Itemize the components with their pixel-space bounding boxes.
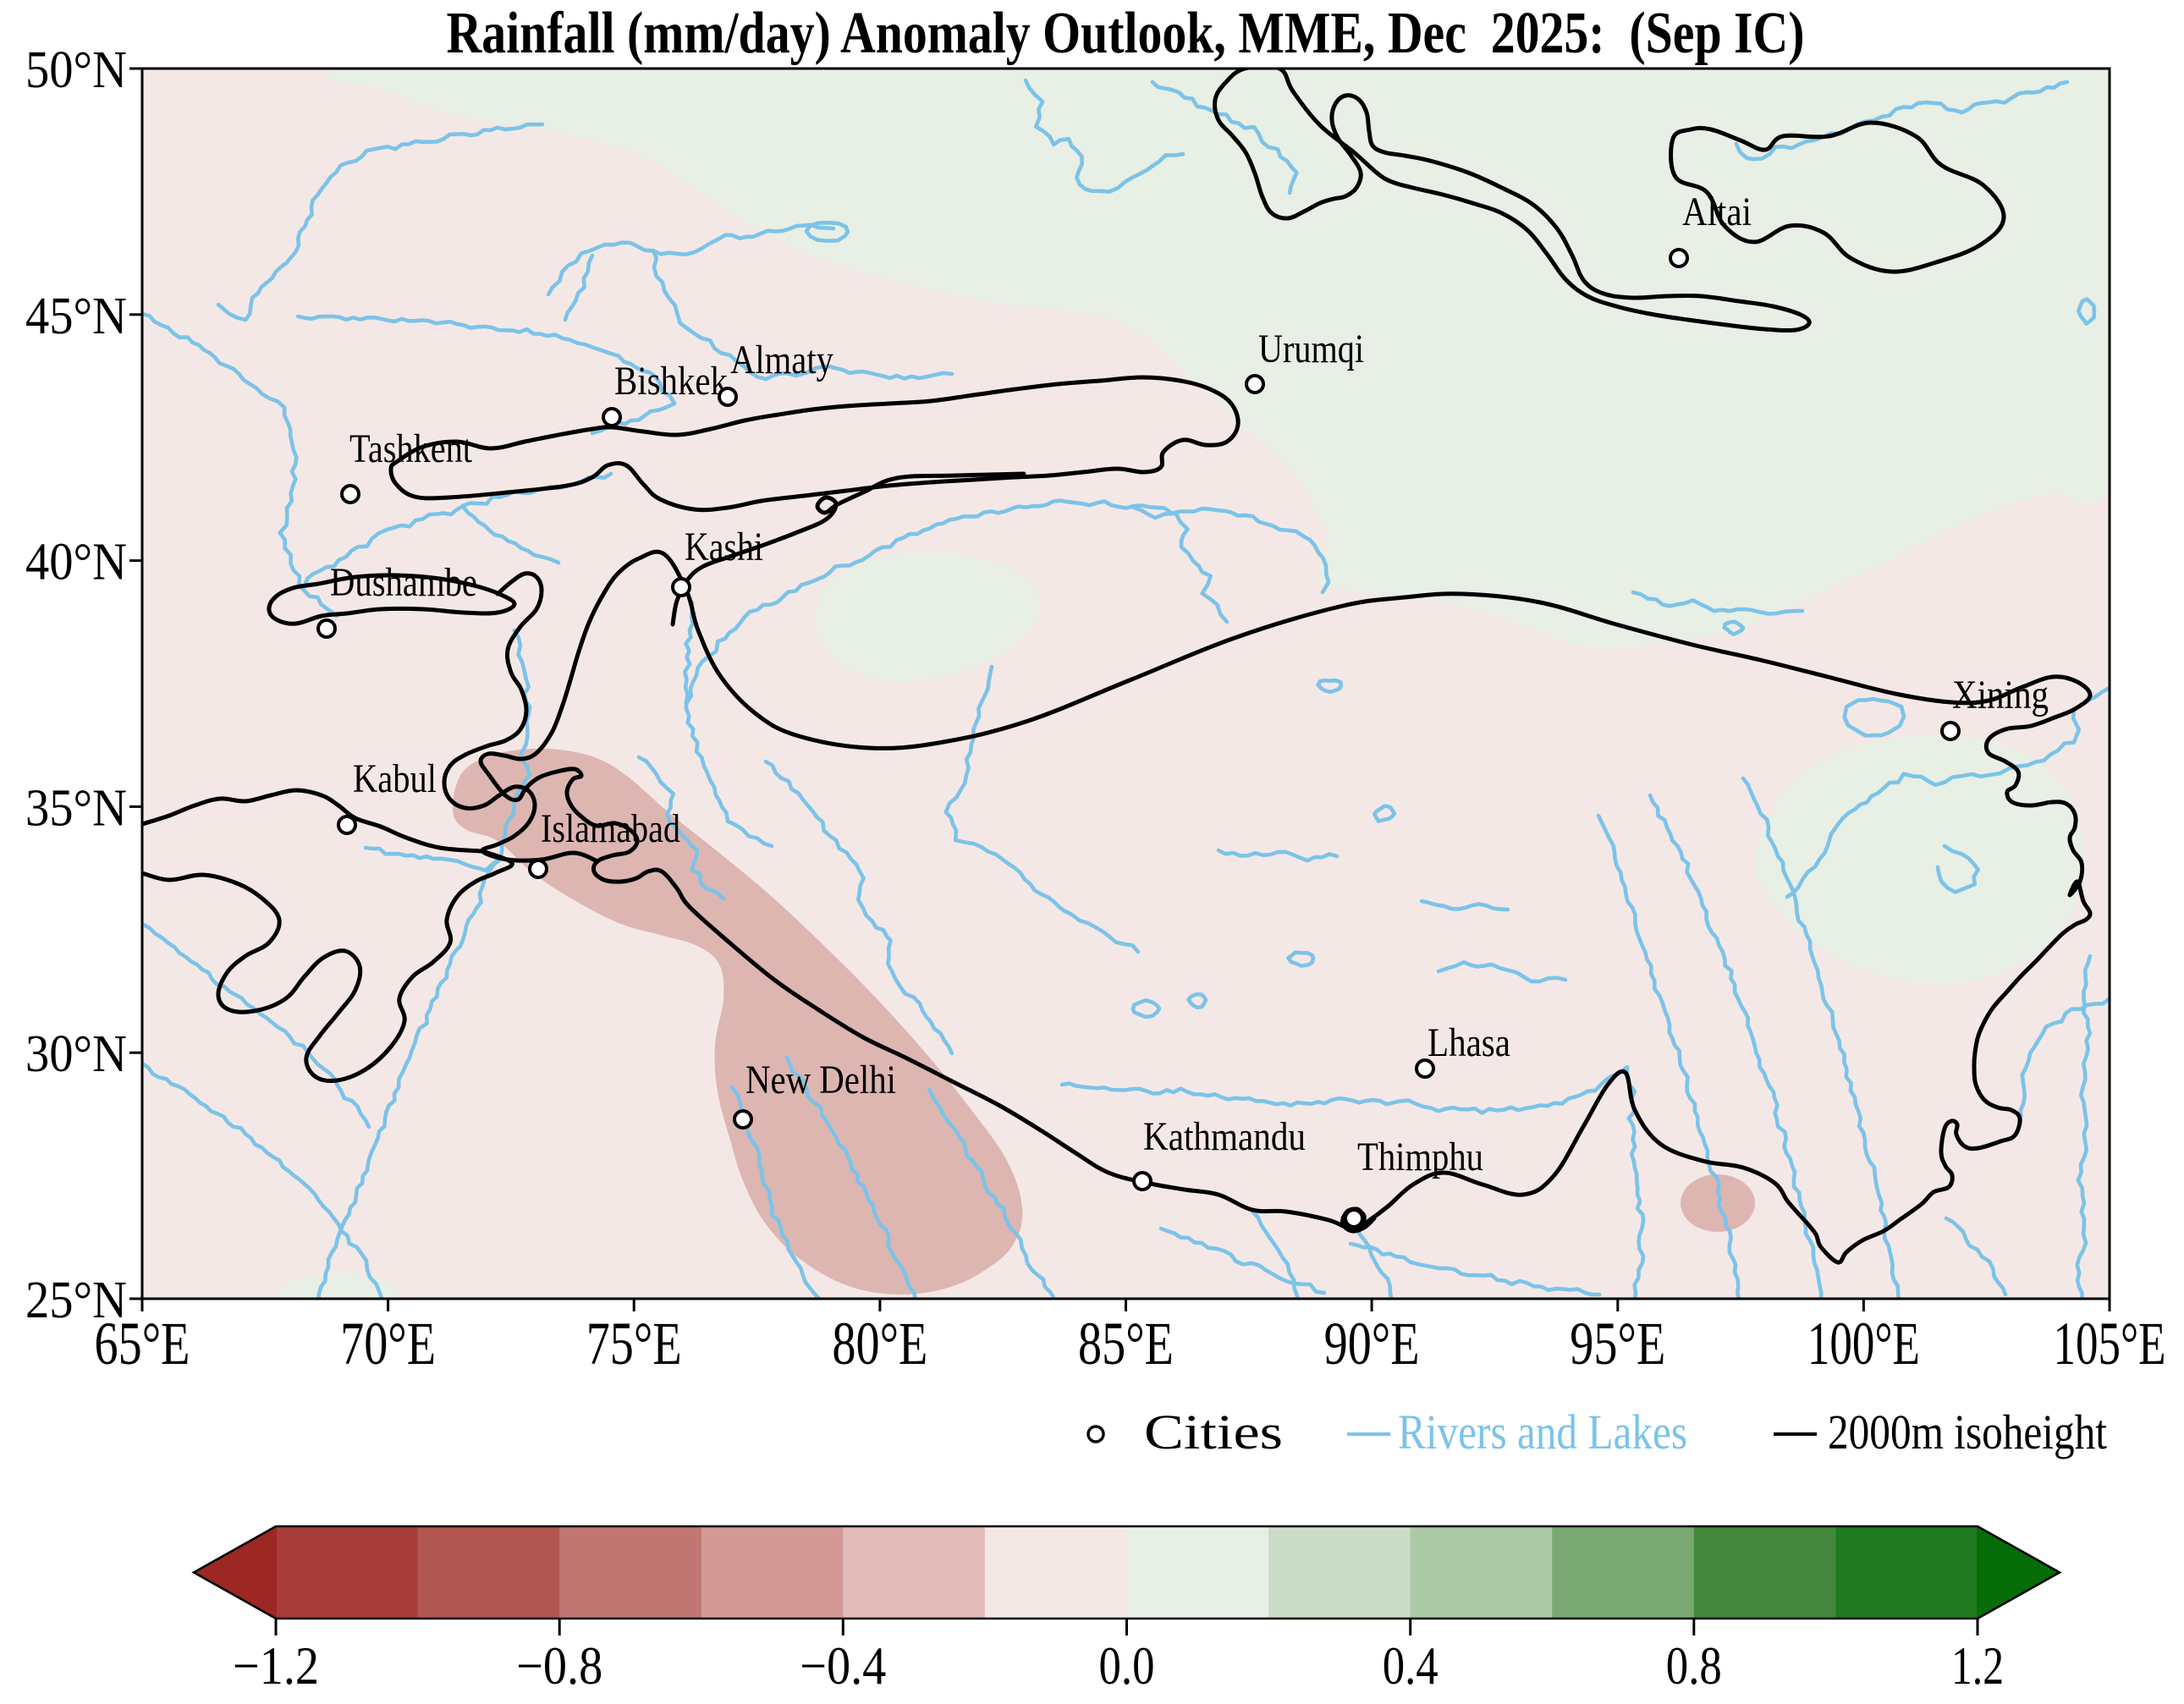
svg-text:Kashi: Kashi xyxy=(685,525,763,569)
svg-text:1.2: 1.2 xyxy=(1951,1636,2004,1696)
svg-text:Urumqi: Urumqi xyxy=(1258,327,1364,371)
svg-text:35°N: 35°N xyxy=(25,779,127,837)
svg-text:Dushambe: Dushambe xyxy=(330,560,477,605)
svg-text:Xining: Xining xyxy=(1952,673,2049,717)
svg-text:65°E: 65°E xyxy=(95,1310,190,1377)
svg-text:25°N: 25°N xyxy=(25,1272,127,1329)
svg-text:Cities: Cities xyxy=(1144,1404,1283,1459)
svg-text:Thimphu: Thimphu xyxy=(1357,1135,1483,1179)
svg-text:Tashkent: Tashkent xyxy=(349,426,473,471)
svg-text:80°E: 80°E xyxy=(832,1310,927,1377)
svg-text:Rainfall (mm/day) Anomaly Outl: Rainfall (mm/day) Anomaly Outlook, MME, … xyxy=(447,1,1805,66)
svg-text:Kabul: Kabul xyxy=(353,756,437,801)
svg-text:70°E: 70°E xyxy=(340,1310,436,1377)
svg-text:40°N: 40°N xyxy=(25,534,127,591)
svg-text:Islamabad: Islamabad xyxy=(541,806,680,851)
svg-text:0.8: 0.8 xyxy=(1666,1636,1722,1696)
svg-text:0.4: 0.4 xyxy=(1383,1636,1439,1696)
svg-text:Altai: Altai xyxy=(1682,190,1752,234)
svg-text:Bishkek: Bishkek xyxy=(614,359,728,404)
svg-text:Almaty: Almaty xyxy=(730,338,833,382)
svg-text:2000m isoheight: 2000m isoheight xyxy=(1828,1404,2107,1459)
svg-text:Rivers and Lakes: Rivers and Lakes xyxy=(1398,1404,1687,1459)
svg-text:−1.2: −1.2 xyxy=(233,1636,319,1696)
svg-text:105°E: 105°E xyxy=(2054,1310,2166,1377)
svg-text:75°E: 75°E xyxy=(586,1310,682,1377)
svg-text:100°E: 100°E xyxy=(1807,1310,1920,1377)
svg-text:30°N: 30°N xyxy=(25,1025,127,1083)
svg-text:Lhasa: Lhasa xyxy=(1428,1020,1510,1065)
svg-text:90°E: 90°E xyxy=(1324,1310,1420,1377)
svg-text:95°E: 95°E xyxy=(1570,1310,1665,1377)
svg-text:New Delhi: New Delhi xyxy=(745,1058,896,1102)
svg-text:−0.4: −0.4 xyxy=(800,1636,886,1696)
svg-text:Kathmandu: Kathmandu xyxy=(1143,1114,1306,1159)
svg-text:45°N: 45°N xyxy=(25,288,127,345)
svg-text:85°E: 85°E xyxy=(1078,1310,1174,1377)
svg-text:−0.8: −0.8 xyxy=(516,1636,602,1696)
svg-text:50°N: 50°N xyxy=(25,41,127,99)
svg-text:0.0: 0.0 xyxy=(1099,1636,1155,1696)
